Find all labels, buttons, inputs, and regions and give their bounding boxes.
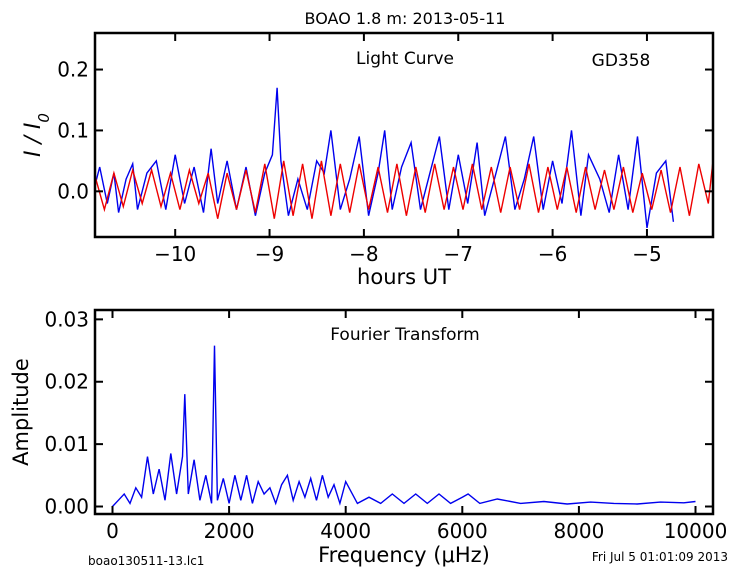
light-curve-y-tick-label: 0.1	[57, 118, 89, 142]
fourier-y-tick-label: 0.00	[44, 495, 89, 519]
fourier-y-tick-label: 0.03	[44, 307, 89, 331]
light-curve-series-0-line	[94, 87, 675, 229]
light-curve-y-tick-label: 0.0	[57, 179, 89, 203]
light-curve-series-1-line	[94, 160, 714, 219]
light-curve-y-axis-label: I / I0	[21, 113, 53, 157]
light-curve-x-ticks: −10 −9 −8 −7 −6 −5	[154, 33, 662, 266]
fourier-x-ticks: 0 2000 4000 6000 8000 10000	[106, 310, 727, 543]
fourier-y-ticks: 0.00 0.01 0.02 0.03	[44, 307, 713, 519]
light-curve-x-tick-label: −7	[444, 242, 473, 266]
light-curve-x-tick-label: −5	[632, 242, 661, 266]
figure-title: BOAO 1.8 m: 2013-05-11	[305, 9, 506, 28]
light-curve-plot-area	[94, 87, 714, 229]
fourier-panel: Fourier Transform 0 2000 4000 6000 8000 10000…	[9, 307, 727, 567]
light-curve-x-tick-label: −9	[255, 242, 284, 266]
fourier-y-tick-label: 0.01	[44, 432, 89, 456]
light-curve-title: Light Curve	[356, 49, 454, 69]
light-curve-x-tick-label: −8	[349, 242, 378, 266]
light-curve-frame	[93, 31, 715, 239]
light-curve-x-tick-label: −10	[154, 242, 196, 266]
light-curve-x-axis-label: hours UT	[357, 265, 451, 289]
light-curve-y-tick-label: 0.2	[57, 58, 89, 82]
fourier-x-tick-label: 6000	[437, 519, 488, 543]
footer-timestamp: Fri Jul 5 01:01:09 2013	[592, 550, 728, 564]
fourier-y-axis-label: Amplitude	[9, 358, 33, 466]
light-curve-x-tick-label: −6	[538, 242, 567, 266]
fourier-plot-area	[111, 345, 696, 507]
fourier-x-axis-label: Frequency (μHz)	[318, 543, 490, 567]
footer-filename: boao130511-13.lc1	[88, 554, 204, 568]
fourier-x-tick-label: 0	[106, 519, 119, 543]
light-curve-panel: Light Curve GD358 −10 −9 −8 −7 −6 −5 0.00.10.…	[21, 31, 715, 289]
light-curve-y-ticks: 0.0 0.1 0.2	[57, 58, 713, 203]
fourier-x-tick-label: 4000	[320, 519, 371, 543]
fourier-x-tick-label: 8000	[553, 519, 604, 543]
fourier-frame	[93, 308, 715, 516]
fourier-x-tick-label: 10000	[664, 519, 728, 543]
fourier-series-0-line	[111, 345, 696, 507]
fourier-y-tick-label: 0.02	[44, 370, 89, 394]
fourier-title: Fourier Transform	[330, 325, 479, 345]
fourier-x-tick-label: 2000	[204, 519, 255, 543]
light-curve-target-label: GD358	[592, 51, 651, 71]
